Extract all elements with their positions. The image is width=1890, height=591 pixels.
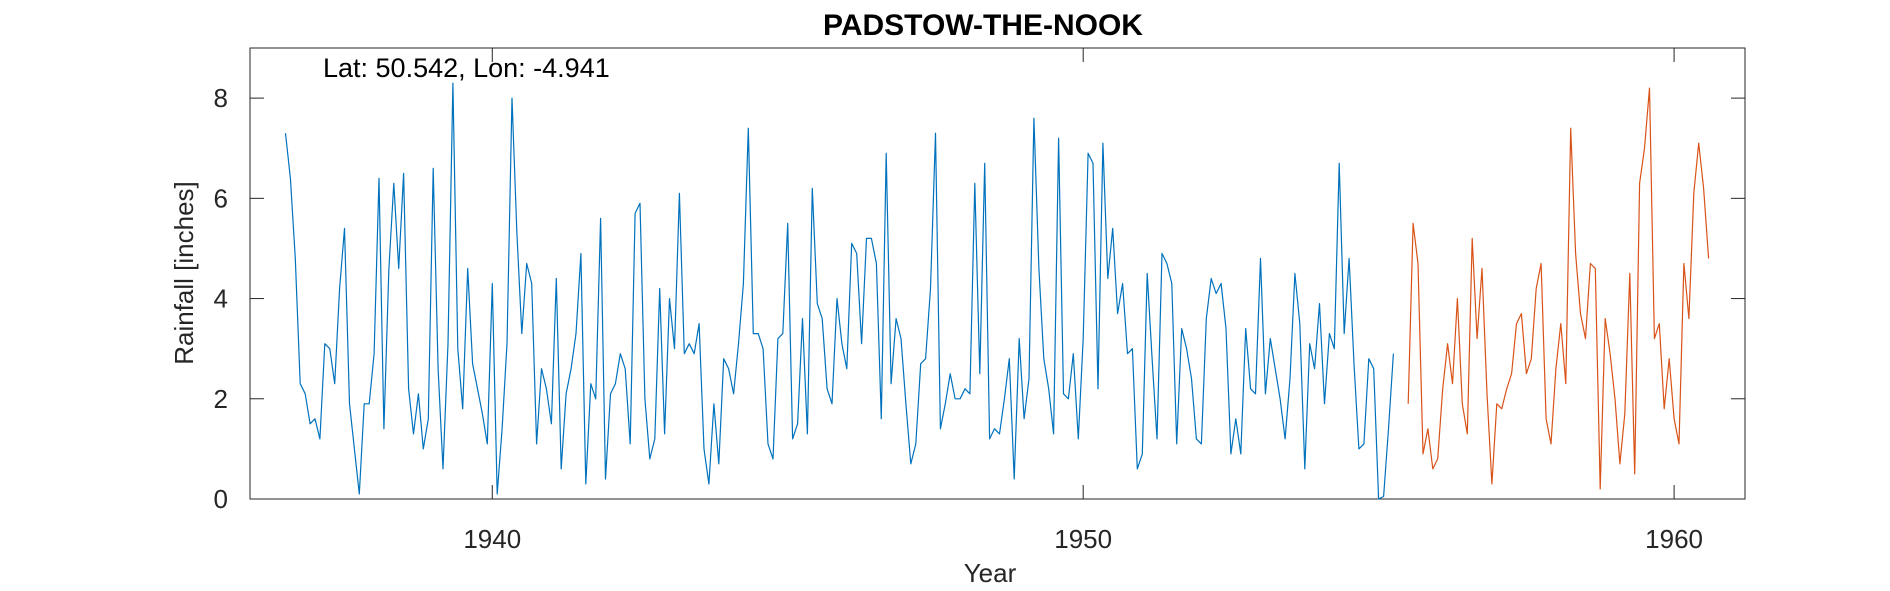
series-line-2 bbox=[1407, 87, 1710, 490]
x-tick-label: 1940 bbox=[463, 524, 521, 554]
x-tick-label: 1960 bbox=[1645, 524, 1703, 554]
series-layer bbox=[284, 82, 1710, 500]
x-tick-label: 1950 bbox=[1054, 524, 1112, 554]
axis-ticks: 0 2 4 6 8 1940 1950 1960 bbox=[214, 48, 1745, 554]
y-tick-label: 8 bbox=[214, 83, 228, 113]
y-tick-label: 0 bbox=[214, 484, 228, 514]
y-tick-label: 4 bbox=[214, 284, 228, 314]
lat-lon-annotation: Lat: 50.542, Lon: -4.941 bbox=[323, 53, 610, 83]
x-axis-label: Year bbox=[964, 558, 1017, 588]
series-line-1 bbox=[284, 82, 1394, 500]
y-tick-label: 6 bbox=[214, 183, 228, 213]
plot-area-frame bbox=[249, 47, 1746, 500]
y-axis-label: Rainfall [inches] bbox=[169, 181, 199, 365]
chart-title: PADSTOW-THE-NOOK bbox=[823, 9, 1143, 42]
y-tick-label: 2 bbox=[214, 384, 228, 414]
